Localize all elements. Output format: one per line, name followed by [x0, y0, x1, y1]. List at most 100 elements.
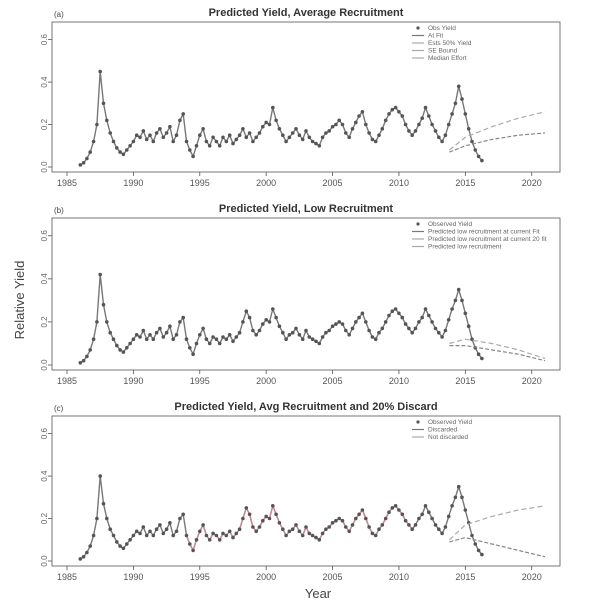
observed-point	[437, 330, 441, 335]
projection-line	[449, 536, 546, 558]
observed-point	[347, 529, 352, 534]
observed-point	[330, 521, 335, 525]
observed-point	[274, 512, 278, 517]
observed-point	[290, 131, 295, 135]
observed-point	[300, 337, 305, 342]
observed-point	[480, 158, 484, 163]
observed-point	[161, 531, 166, 536]
observed-point	[287, 333, 292, 337]
observed-point	[194, 144, 199, 148]
observed-point	[417, 122, 421, 127]
observed-point	[171, 139, 175, 144]
observed-point	[330, 324, 335, 329]
legend-entry: Ests 50% Yield	[428, 40, 472, 47]
observed-point	[174, 529, 179, 534]
observed-point	[204, 337, 209, 342]
observed-point	[234, 137, 239, 142]
observed-point	[164, 527, 169, 531]
observed-point	[317, 538, 322, 542]
observed-point	[354, 516, 358, 521]
panel-label: (c)	[54, 404, 64, 413]
observed-point	[95, 320, 99, 324]
observed-point	[78, 557, 83, 561]
observed-point	[247, 131, 252, 135]
observed-point	[403, 322, 408, 326]
observed-point	[154, 131, 159, 135]
observed-point	[456, 287, 461, 292]
observed-point	[433, 129, 438, 133]
observed-point	[174, 133, 179, 137]
x-tick-label: 2020	[522, 572, 542, 582]
legend-entry: Not discarded	[428, 434, 468, 441]
observed-point	[324, 527, 328, 531]
observed-point	[460, 495, 464, 500]
legend-entry: Observed Yield	[428, 221, 472, 228]
observed-point	[337, 118, 342, 123]
y-tick-label: 0.4	[40, 273, 49, 285]
observed-point	[440, 531, 444, 536]
observed-point	[393, 307, 398, 311]
observed-point	[154, 330, 159, 335]
observed-point	[214, 337, 219, 342]
observed-point	[473, 148, 478, 152]
observed-point	[144, 137, 149, 142]
observed-point	[231, 535, 235, 540]
observed-point	[407, 523, 411, 527]
fitted-series-line	[79, 475, 483, 560]
observed-point	[314, 339, 318, 344]
observed-point	[380, 127, 385, 131]
x-tick-label: 2005	[323, 572, 343, 582]
observed-point	[460, 298, 464, 303]
observed-point	[274, 315, 278, 320]
projection-line	[449, 132, 546, 153]
observed-point	[184, 337, 189, 342]
observed-point	[115, 343, 119, 348]
observed-point	[131, 139, 136, 144]
observed-point	[191, 154, 195, 159]
observed-point	[221, 335, 225, 339]
observed-point	[334, 518, 338, 523]
observed-point	[247, 315, 252, 320]
observed-point	[337, 516, 342, 521]
observed-point	[357, 114, 361, 118]
projection-line	[448, 505, 546, 541]
y-tick-label: 0.6	[40, 34, 49, 46]
observed-point	[95, 516, 99, 521]
observed-point	[437, 135, 441, 140]
observed-point	[443, 328, 448, 333]
observed-point	[456, 484, 461, 489]
observed-point	[251, 139, 255, 144]
observed-point	[224, 337, 229, 342]
x-tick-label: 2010	[389, 376, 409, 386]
observed-point	[446, 514, 451, 519]
observed-point	[390, 107, 395, 112]
observed-point	[237, 133, 242, 137]
observed-point	[397, 311, 401, 316]
observed-point	[294, 523, 298, 527]
observed-point	[111, 533, 116, 538]
observed-point	[460, 97, 464, 101]
observed-point	[347, 135, 352, 140]
observed-point	[466, 324, 471, 329]
observed-point	[251, 328, 255, 333]
observed-point	[207, 538, 212, 542]
observed-point	[450, 504, 454, 508]
observed-point	[383, 118, 388, 123]
observed-point	[297, 333, 302, 337]
observed-point	[231, 141, 235, 146]
observed-point	[440, 335, 444, 339]
observed-point	[463, 311, 468, 316]
x-tick-label: 2000	[256, 376, 276, 386]
observed-point	[393, 504, 398, 508]
observed-point	[168, 324, 172, 329]
observed-point	[191, 352, 195, 357]
x-tick-label: 2010	[389, 178, 409, 188]
observed-point	[420, 116, 425, 120]
observed-point	[194, 538, 199, 542]
observed-point	[340, 518, 345, 523]
observed-point	[423, 105, 428, 110]
observed-point	[364, 320, 368, 324]
observed-point	[128, 538, 132, 542]
observed-point	[373, 139, 378, 144]
observed-point	[118, 150, 122, 154]
